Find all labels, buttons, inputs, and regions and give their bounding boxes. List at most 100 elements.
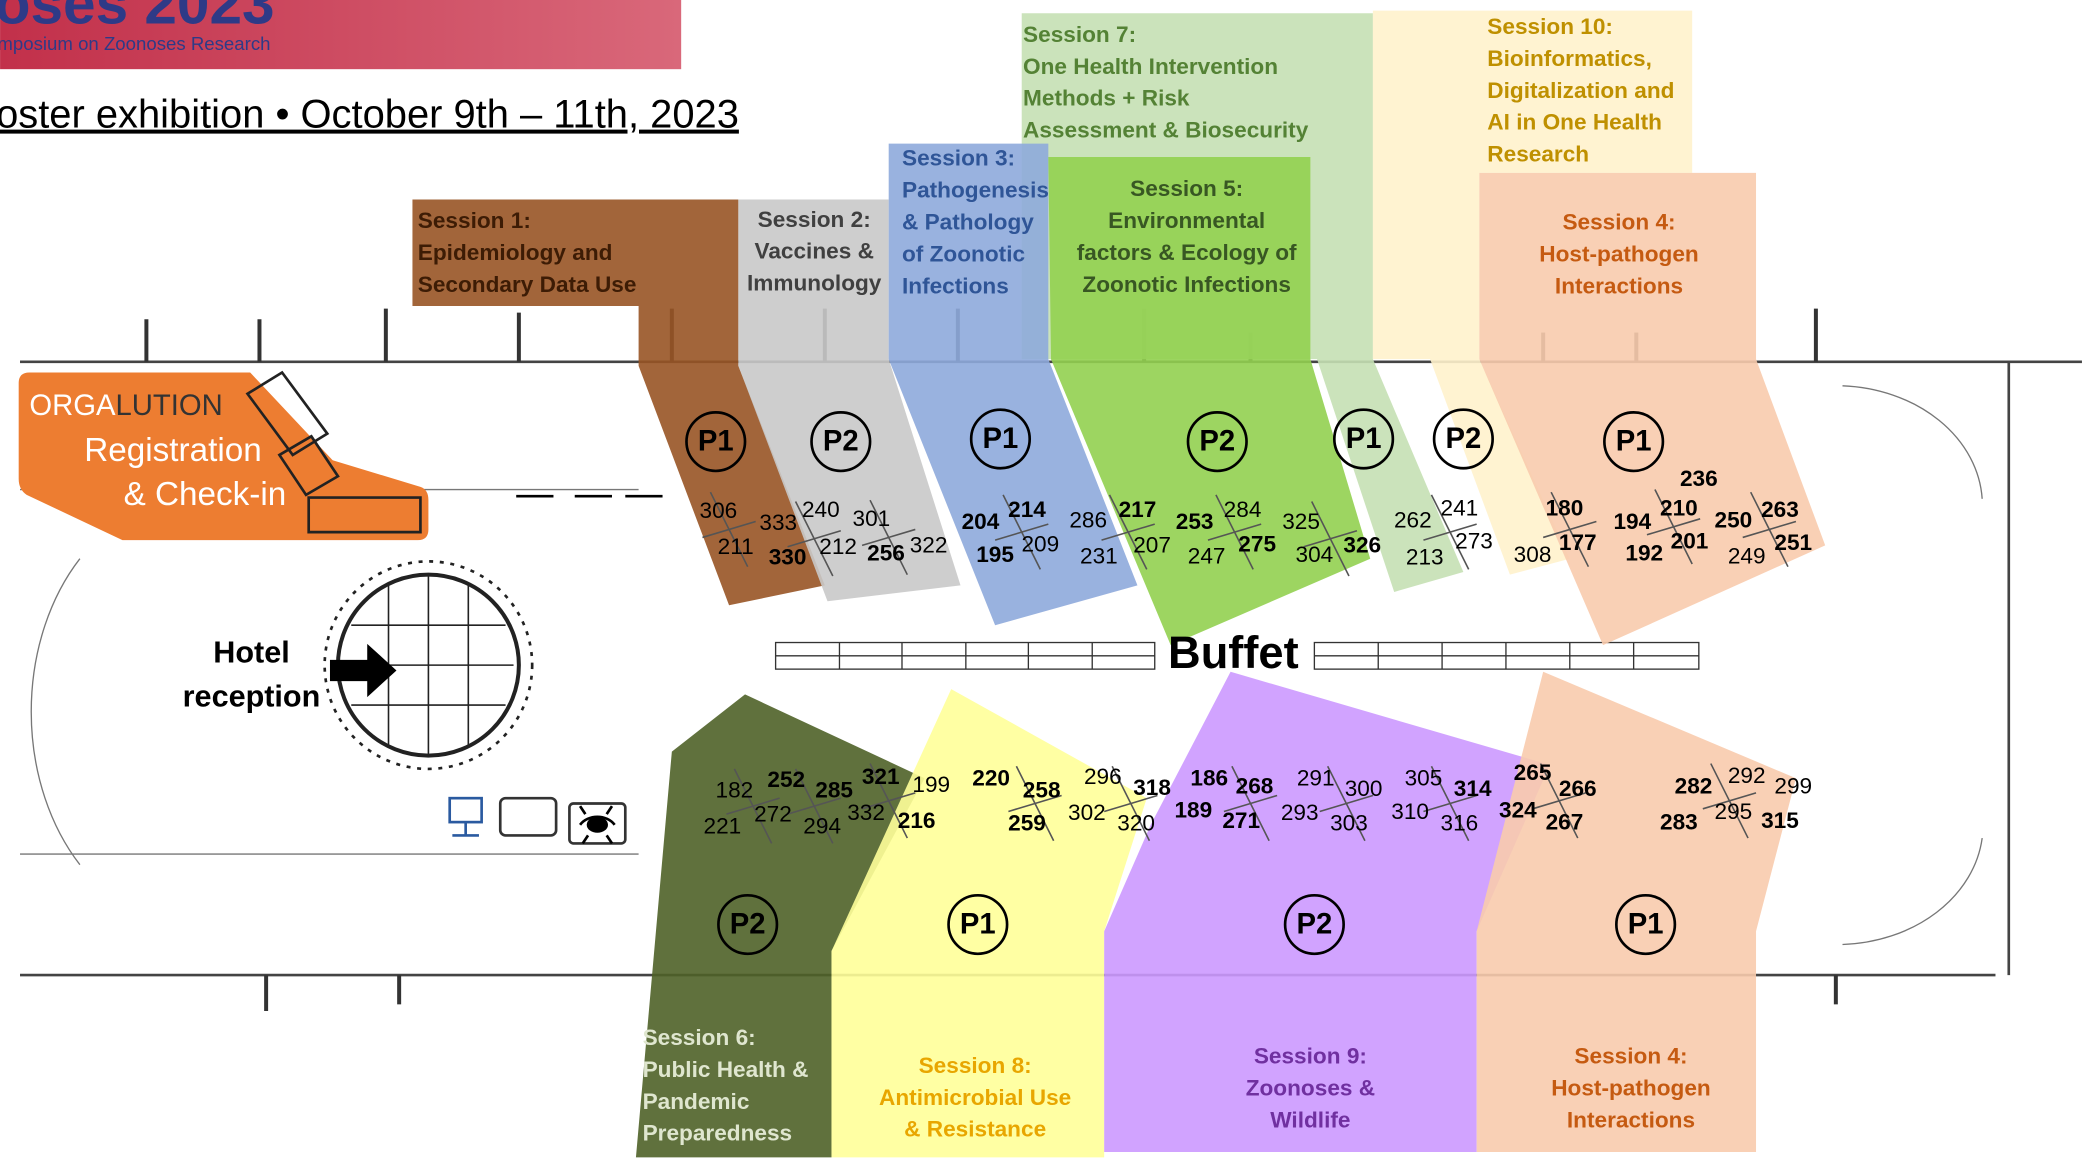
poster-number: 209 xyxy=(1021,531,1059,556)
session-topic: Environmental xyxy=(1108,208,1265,233)
brand: ORGALUTION xyxy=(29,390,222,422)
poster-number: 314 xyxy=(1454,776,1492,801)
poster-number: 192 xyxy=(1625,541,1663,566)
session-topic: Bioinformatics, xyxy=(1487,46,1652,71)
session-topic: Interactions xyxy=(1555,273,1683,298)
poster-number: 330 xyxy=(769,545,807,570)
curved-wall xyxy=(31,559,80,865)
session-topic: Host-pathogen xyxy=(1551,1075,1711,1100)
poster-number: 194 xyxy=(1613,509,1651,534)
poster-number: 318 xyxy=(1133,775,1171,800)
poster-number: 284 xyxy=(1224,497,1262,522)
poster-number: 293 xyxy=(1281,800,1319,825)
poster-number: 263 xyxy=(1761,497,1799,522)
session-topic: Public Health & xyxy=(643,1057,809,1082)
poster-number: 220 xyxy=(972,766,1010,791)
poster-number: 256 xyxy=(867,541,905,566)
session-topic: Pandemic xyxy=(643,1089,750,1114)
poster-number: 321 xyxy=(862,764,900,789)
session-title: Session 4: xyxy=(1574,1044,1687,1069)
poster-number: 324 xyxy=(1499,797,1537,822)
poster-number: 240 xyxy=(802,497,840,522)
page-title: oster exhibition • October 9th – 11th, 2… xyxy=(0,93,739,137)
session-title: Session 1: xyxy=(418,208,531,233)
poster-number: 265 xyxy=(1514,760,1552,785)
session-topic: Interactions xyxy=(1567,1107,1695,1132)
poster-number: 267 xyxy=(1546,809,1584,834)
sessions xyxy=(412,11,1825,1158)
session-topic: & Pathology xyxy=(902,209,1034,234)
door-arc xyxy=(1842,386,1982,499)
poster-number: 301 xyxy=(853,506,891,531)
poster-number: 212 xyxy=(819,534,857,559)
session-topic: Vaccines & xyxy=(754,239,873,264)
poster-number: 285 xyxy=(815,777,853,802)
poster-number: 320 xyxy=(1117,811,1155,836)
poster-number: 272 xyxy=(754,801,792,826)
area-label: P2 xyxy=(730,909,766,941)
poster-number: 207 xyxy=(1133,533,1171,558)
session-topic: One Health Intervention xyxy=(1023,54,1278,79)
page-body: { "header": {"logo_text": "oses 2023", "… xyxy=(0,0,2086,1160)
session-topic: Research xyxy=(1487,142,1589,167)
poster-number: 262 xyxy=(1394,507,1432,532)
poster-number: 258 xyxy=(1023,777,1061,802)
session-topic: Preparedness xyxy=(643,1121,793,1146)
poster-number: 247 xyxy=(1188,543,1226,568)
poster-number: 286 xyxy=(1069,507,1107,532)
area-label: P1 xyxy=(983,423,1019,455)
poster-number: 306 xyxy=(700,498,738,523)
door-arc xyxy=(1842,838,1982,944)
session-topic: Host-pathogen xyxy=(1539,241,1699,266)
poster-number: 201 xyxy=(1671,529,1709,554)
session-title: Session 5: xyxy=(1130,176,1243,201)
poster-number: 221 xyxy=(704,813,742,838)
hotel-label: Hotel xyxy=(213,636,289,670)
poster-number: 282 xyxy=(1675,773,1713,798)
session-topic: Zoonoses & xyxy=(1246,1075,1375,1100)
poster-number: 303 xyxy=(1330,811,1368,836)
area-label: P1 xyxy=(1616,426,1652,458)
session-topic: Zoonotic Infections xyxy=(1082,272,1291,297)
poster-number: 333 xyxy=(759,510,797,535)
poster-number: 325 xyxy=(1282,509,1320,534)
poster-number: 204 xyxy=(962,509,1000,534)
poster-number: 292 xyxy=(1728,763,1766,788)
poster-number: 231 xyxy=(1080,543,1118,568)
poster-number: 275 xyxy=(1238,531,1276,556)
session-topic: Antimicrobial Use xyxy=(879,1085,1071,1110)
area-label: P1 xyxy=(960,909,996,941)
session-topic: Assessment & Biosecurity xyxy=(1023,118,1309,143)
brand-part: LUTION xyxy=(115,390,222,422)
poster-number: 304 xyxy=(1296,542,1334,567)
session-topic: Wildlife xyxy=(1270,1107,1350,1132)
poster-number: 326 xyxy=(1343,533,1381,558)
poster-number: 283 xyxy=(1660,809,1698,834)
poster-number: 322 xyxy=(910,533,948,558)
session-topic: Immunology xyxy=(747,271,882,296)
poster-number: 299 xyxy=(1774,773,1812,798)
poster-number: 211 xyxy=(718,534,754,559)
poster-number: 291 xyxy=(1297,766,1335,791)
hotel-label: reception xyxy=(183,679,321,713)
session-title: Session 4: xyxy=(1562,209,1675,234)
registration-label: Registration xyxy=(84,432,261,469)
registration-label: & Check-in xyxy=(124,476,287,513)
session-title: Session 6: xyxy=(643,1025,756,1050)
session-title: Session 9: xyxy=(1254,1044,1367,1069)
poster-number: 241 xyxy=(1441,495,1479,520)
poster-number: 305 xyxy=(1405,766,1443,791)
poster-number: 216 xyxy=(898,808,936,833)
poster-number: 195 xyxy=(976,542,1014,567)
page: Poster exhibition floor plan html,body{m… xyxy=(0,0,2086,1160)
brand-part: ORGA xyxy=(29,390,116,422)
floor-plan: 3062113333302402123012563222042141952092… xyxy=(0,0,2086,1160)
session-topic: Epidemiology and xyxy=(418,240,613,265)
logo-subtitle: mposium on Zoonoses Research xyxy=(0,33,270,54)
area-label: P1 xyxy=(1346,423,1382,455)
poster-number: 236 xyxy=(1680,466,1718,491)
poster-number: 177 xyxy=(1559,530,1597,555)
poster-number: 273 xyxy=(1455,529,1493,554)
session-topic: Secondary Data Use xyxy=(418,272,637,297)
poster-number: 199 xyxy=(912,772,950,797)
